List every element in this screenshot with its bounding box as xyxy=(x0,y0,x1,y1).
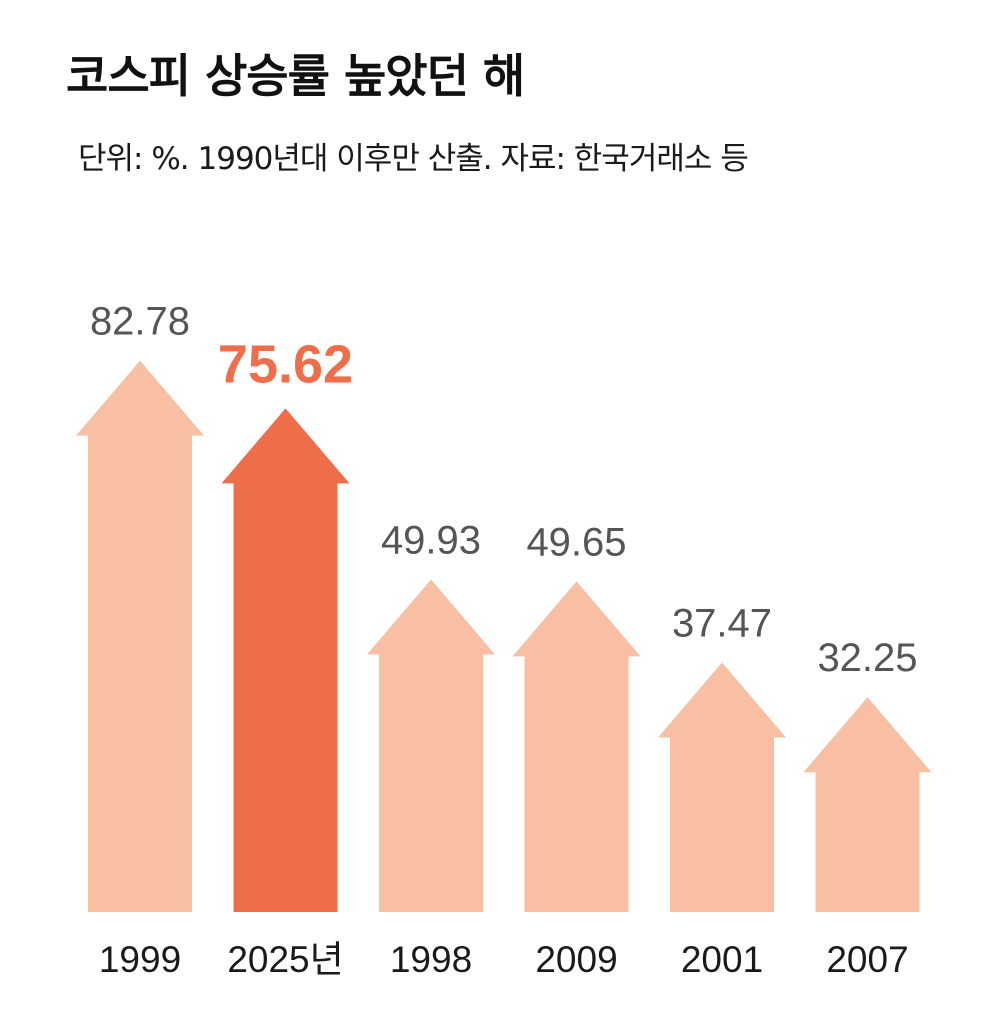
category-label: 2025년 xyxy=(227,939,343,980)
value-label: 82.78 xyxy=(90,300,190,344)
bar-arrow-2025년 xyxy=(221,408,350,912)
chart-title: 코스피 상승률 높았던 해 xyxy=(66,49,525,103)
category-label: 2009 xyxy=(535,939,617,980)
value-label: 49.65 xyxy=(526,520,626,564)
value-label: 49.93 xyxy=(381,518,481,562)
bar-arrow-1998 xyxy=(367,579,495,912)
value-label: 37.47 xyxy=(672,601,772,645)
chart-subtitle: 단위: %. 1990년대 이후만 산출. 자료: 한국거래소 등 xyxy=(78,141,749,177)
category-label: 2007 xyxy=(826,939,908,980)
bar-arrow-1999 xyxy=(76,360,204,913)
category-label: 1998 xyxy=(390,939,472,980)
value-label: 32.25 xyxy=(817,636,917,680)
value-label: 75.62 xyxy=(218,334,353,394)
bar-arrow-2009 xyxy=(512,581,641,912)
bar-arrow-2001 xyxy=(658,662,786,912)
category-label: 2001 xyxy=(681,939,763,980)
category-label: 1999 xyxy=(99,939,181,980)
bar-arrow-2007 xyxy=(803,697,932,912)
